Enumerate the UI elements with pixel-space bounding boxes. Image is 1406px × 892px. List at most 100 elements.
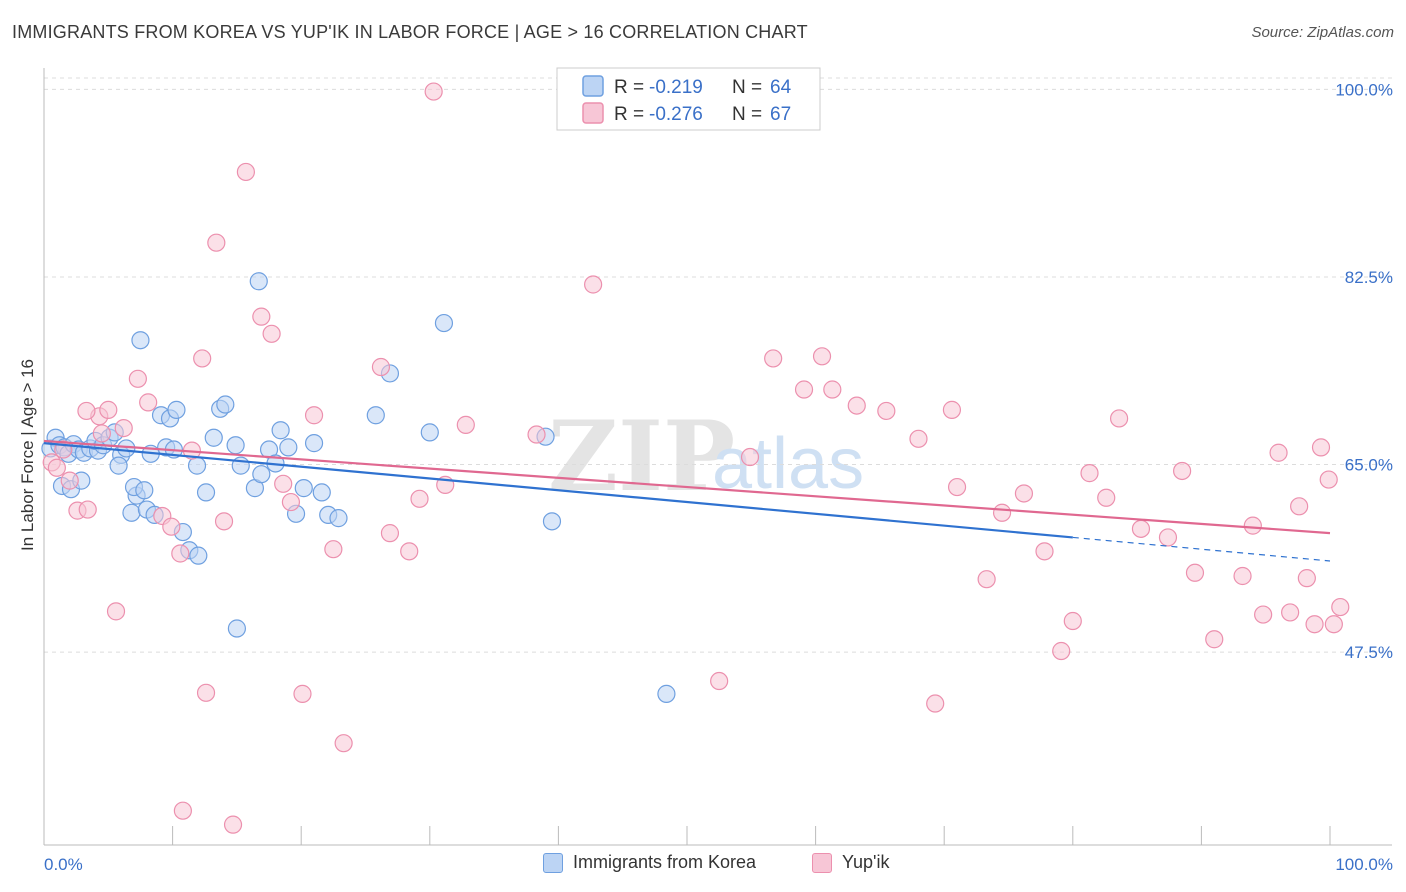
legend-swatch-yupik	[812, 852, 832, 873]
point-yupik	[584, 275, 603, 294]
y-tick-label: 47.5%	[1345, 643, 1393, 662]
point-yupik	[293, 684, 312, 703]
trendline-yupik	[43, 439, 1331, 535]
point-yupik	[92, 424, 111, 443]
point-korea	[304, 434, 324, 453]
point-korea	[109, 456, 128, 475]
point-yupik	[334, 734, 353, 753]
y-tick-label: 65.0%	[1345, 456, 1393, 475]
trendline-korea	[43, 442, 1073, 539]
point-yupik	[1158, 528, 1178, 547]
point-yupik	[262, 324, 281, 343]
point-yupik	[400, 542, 419, 561]
chart-title: IMMIGRANTS FROM KOREA VS YUP'IK IN LABOR…	[12, 22, 808, 42]
point-yupik	[909, 429, 928, 448]
stats-legend-n-value: 64	[770, 77, 792, 98]
point-yupik	[877, 401, 896, 421]
point-yupik	[456, 415, 475, 434]
point-yupik	[1097, 488, 1116, 507]
point-yupik	[424, 82, 443, 101]
point-yupik	[1035, 542, 1054, 561]
point-yupik	[173, 801, 192, 820]
chart-source: Source: ZipAtlas.com	[1251, 24, 1394, 41]
point-yupik	[223, 815, 243, 834]
point-yupik	[78, 500, 97, 519]
point-yupik	[1269, 443, 1288, 462]
point-yupik	[114, 418, 133, 438]
watermark-zip: ZIP	[548, 400, 735, 513]
point-yupik	[1324, 615, 1343, 634]
point-yupik	[942, 400, 962, 419]
point-yupik	[1254, 605, 1273, 624]
point-yupik	[410, 489, 429, 508]
legend-item-yupik[interactable]: Yup'ik	[812, 852, 889, 873]
legend-label-yupik: Yup'ik	[842, 852, 890, 872]
point-korea	[329, 509, 348, 528]
point-korea	[135, 481, 154, 500]
point-yupik	[1311, 438, 1331, 457]
point-yupik	[214, 512, 234, 531]
point-yupik	[1185, 563, 1205, 582]
legend-item-korea[interactable]: Immigrants from Korea	[543, 852, 756, 873]
trendline-korea-extrapolated	[1072, 536, 1331, 562]
point-korea	[227, 619, 246, 638]
point-yupik	[977, 570, 996, 589]
point-korea	[117, 439, 136, 458]
y-tick-label: 82.5%	[1345, 268, 1393, 287]
point-yupik	[324, 540, 343, 559]
point-yupik	[380, 524, 400, 543]
point-yupik	[252, 307, 271, 326]
point-korea	[657, 684, 676, 703]
point-yupik	[710, 671, 729, 691]
point-yupik	[947, 477, 967, 497]
point-yupik	[236, 162, 256, 182]
point-korea	[312, 483, 331, 502]
point-yupik	[60, 471, 79, 490]
point-korea	[189, 546, 208, 565]
point-korea	[279, 438, 298, 457]
point-korea	[252, 465, 271, 484]
point-yupik	[281, 492, 301, 512]
point-yupik	[274, 474, 293, 493]
point-yupik	[1052, 641, 1071, 661]
point-yupik	[128, 369, 147, 388]
point-yupik	[1290, 497, 1309, 516]
stats-legend-r-value: -0.219	[649, 77, 703, 98]
point-yupik	[162, 517, 181, 536]
point-yupik	[77, 401, 96, 421]
point-yupik	[1331, 597, 1350, 617]
point-korea	[434, 313, 454, 333]
point-yupik	[812, 347, 832, 366]
point-yupik	[1281, 603, 1300, 622]
stats-legend-n-label: N =	[732, 104, 762, 125]
y-tick-label: 100.0%	[1335, 80, 1393, 99]
point-korea	[131, 331, 150, 350]
point-korea	[204, 428, 223, 447]
point-korea	[366, 406, 385, 425]
stats-legend-r-label: R =	[614, 104, 644, 125]
point-korea	[122, 503, 141, 522]
point-yupik	[823, 380, 842, 399]
x-tick-label: 100.0%	[1335, 855, 1393, 874]
point-yupik	[1173, 461, 1192, 481]
point-yupik	[1305, 615, 1324, 634]
point-yupik	[47, 458, 66, 477]
point-yupik	[1080, 464, 1099, 483]
legend-swatch-korea	[543, 852, 563, 873]
point-yupik	[304, 406, 324, 425]
stats-legend-swatch	[582, 75, 604, 97]
point-yupik	[764, 349, 783, 368]
point-yupik	[1205, 630, 1224, 649]
stats-legend-n-value: 67	[770, 104, 791, 125]
point-yupik	[1297, 569, 1316, 588]
point-yupik	[371, 357, 391, 377]
point-yupik	[1014, 484, 1034, 503]
point-korea	[249, 272, 268, 291]
point-yupik	[1233, 566, 1252, 586]
bottom-legend: Immigrants from Korea Yup'ik	[0, 852, 1406, 878]
point-yupik	[196, 683, 216, 702]
point-yupik	[1109, 409, 1129, 428]
point-korea	[196, 483, 216, 502]
point-yupik	[171, 544, 190, 563]
point-yupik	[847, 396, 866, 415]
